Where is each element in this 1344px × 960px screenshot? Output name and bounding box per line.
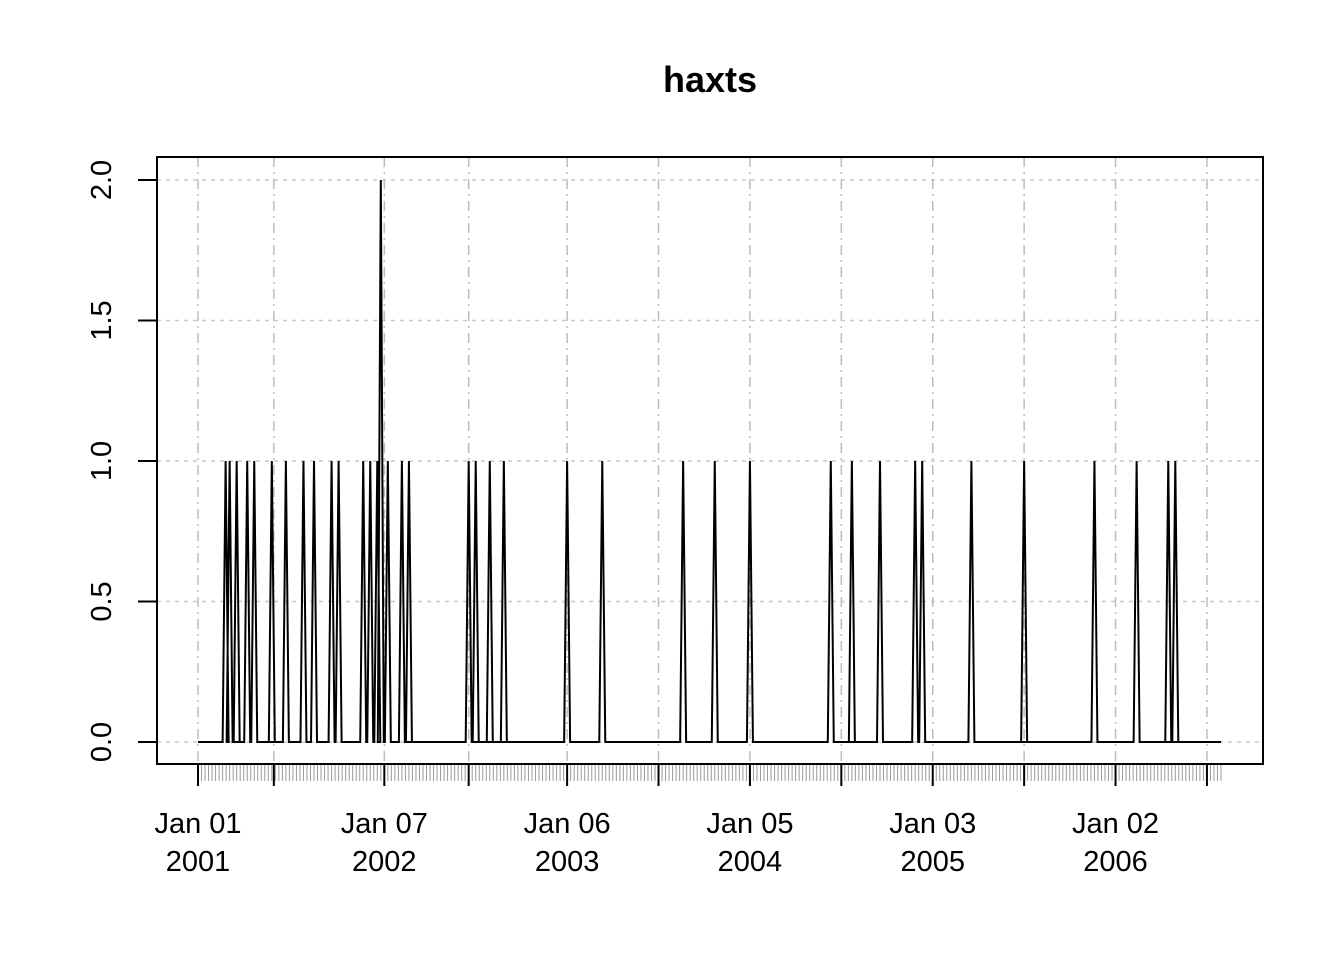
x-tick-label-month: Jan 06	[524, 808, 611, 840]
x-tick-label-year: 2002	[352, 846, 417, 878]
x-tick-label-year: 2003	[535, 846, 600, 878]
x-tick-label-year: 2006	[1083, 846, 1148, 878]
x-axis: Jan 01 2001 Jan 07 2002 Jan 06 2003 Jan 05 2004…	[154, 764, 1208, 878]
x-tick-label-month: Jan 05	[706, 808, 793, 840]
y-axis: 0.0 0.5 1.0 1.5 2.0	[86, 160, 157, 762]
series-line	[198, 179, 1221, 743]
x-tick-label-year: 2001	[166, 846, 231, 878]
y-tick-label: 2.0	[86, 160, 118, 200]
y-tick-label: 1.0	[86, 441, 118, 481]
x-minor-ticks	[197, 764, 1222, 781]
y-tick-label: 0.5	[86, 581, 118, 621]
y-tick-label: 1.5	[86, 300, 118, 340]
x-tick-label-year: 2005	[900, 846, 965, 878]
x-tick-label-month: Jan 02	[1072, 808, 1159, 840]
chart-title: haxts	[663, 59, 757, 100]
x-tick-label-month: Jan 07	[341, 808, 428, 840]
y-tick-label: 0.0	[86, 722, 118, 762]
x-tick-label-year: 2004	[718, 846, 783, 878]
x-tick-label-month: Jan 03	[889, 808, 976, 840]
series-line-layer	[198, 179, 1221, 743]
x-tick-label-month: Jan 01	[154, 808, 241, 840]
